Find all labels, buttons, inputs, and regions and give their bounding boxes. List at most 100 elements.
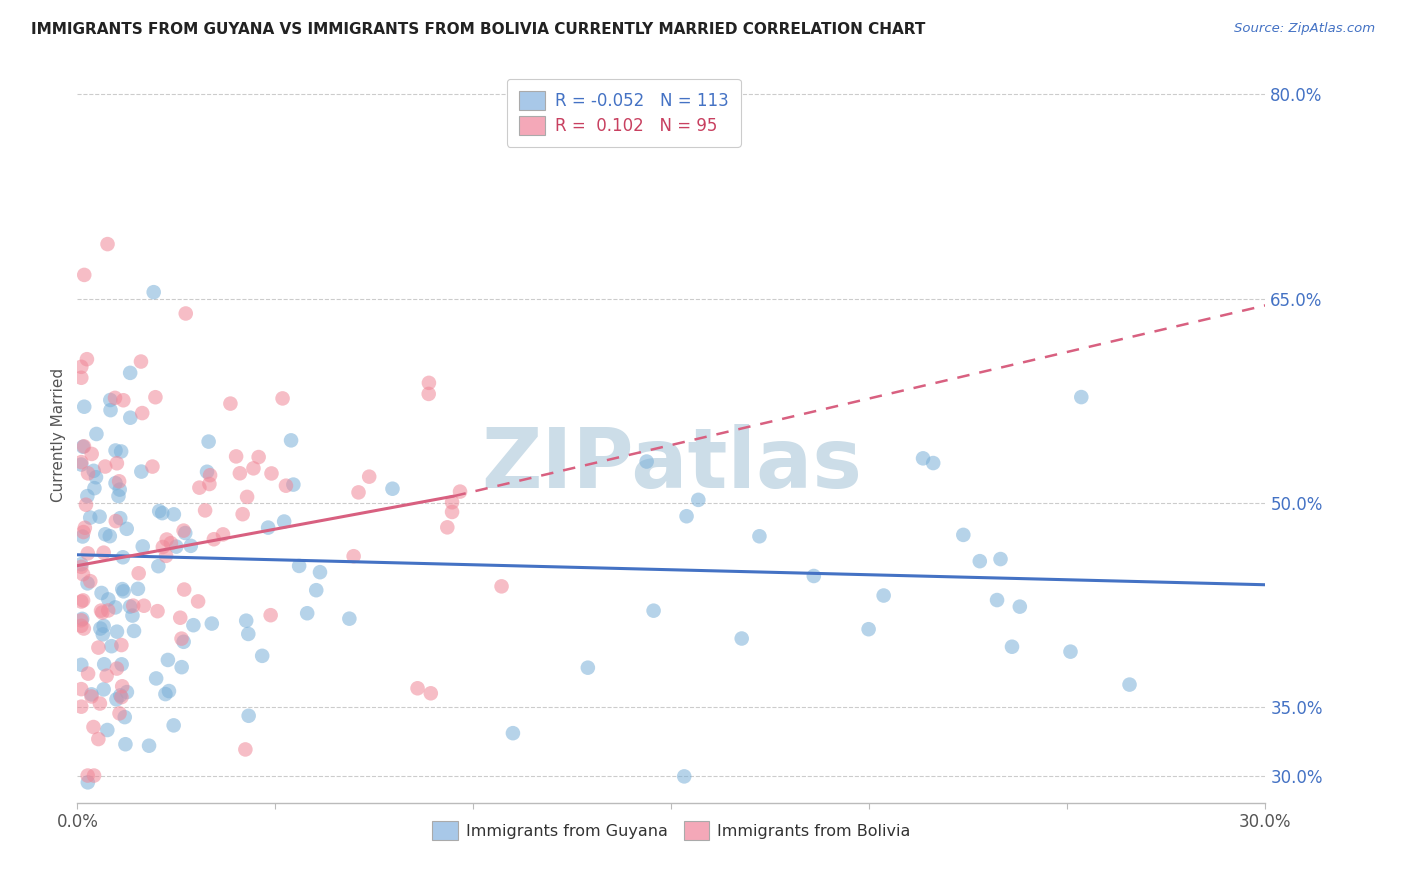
Point: [70, 558, 93, 572]
Point: [173, 635, 195, 649]
Point: [343, 549, 366, 564]
Point: [76, 352, 98, 367]
Point: [83, 464, 105, 478]
Point: [731, 632, 754, 646]
Point: [79, 574, 101, 589]
Point: [152, 540, 174, 554]
Point: [83, 768, 105, 782]
Point: [94, 527, 117, 541]
Point: [80, 690, 103, 704]
Point: [93, 682, 115, 697]
Point: [110, 689, 132, 703]
Point: [858, 622, 880, 636]
Point: [238, 627, 260, 641]
Point: [165, 540, 187, 554]
Point: [337, 612, 360, 626]
Point: [986, 593, 1008, 607]
Point: [250, 648, 273, 663]
Point: [108, 475, 131, 489]
Point: [100, 639, 122, 653]
Point: [73, 622, 96, 636]
Point: [111, 582, 134, 596]
Point: [111, 679, 134, 693]
Point: [235, 742, 257, 756]
Point: [108, 483, 131, 497]
Point: [198, 468, 221, 483]
Point: [110, 511, 132, 525]
Point: [274, 478, 297, 492]
Point: [110, 638, 132, 652]
Point: [132, 540, 155, 554]
Point: [82, 720, 104, 734]
Point: [156, 653, 179, 667]
Point: [80, 447, 103, 461]
Point: [309, 565, 332, 579]
Point: [93, 657, 115, 672]
Point: [219, 396, 242, 410]
Point: [418, 376, 440, 390]
Point: [73, 268, 96, 282]
Point: [141, 459, 163, 474]
Point: [128, 566, 150, 581]
Point: [288, 558, 311, 573]
Point: [235, 614, 257, 628]
Point: [170, 660, 193, 674]
Point: [70, 612, 93, 626]
Point: [91, 627, 114, 641]
Point: [131, 406, 153, 420]
Point: [271, 392, 294, 406]
Point: [96, 669, 118, 683]
Point: [131, 465, 153, 479]
Point: [491, 579, 513, 593]
Point: [449, 484, 471, 499]
Point: [91, 606, 114, 620]
Point: [188, 481, 211, 495]
Point: [145, 672, 167, 686]
Point: [87, 640, 110, 655]
Text: Source: ZipAtlas.com: Source: ZipAtlas.com: [1234, 22, 1375, 36]
Point: [110, 444, 132, 458]
Point: [104, 443, 127, 458]
Point: [112, 393, 135, 408]
Point: [76, 489, 98, 503]
Text: ZIPatlas: ZIPatlas: [481, 424, 862, 505]
Point: [110, 690, 132, 705]
Point: [114, 710, 136, 724]
Point: [194, 503, 217, 517]
Point: [83, 481, 105, 495]
Point: [70, 619, 93, 633]
Point: [98, 529, 121, 543]
Point: [79, 510, 101, 524]
Point: [952, 528, 974, 542]
Point: [72, 440, 94, 454]
Point: [76, 768, 98, 782]
Point: [260, 467, 283, 481]
Point: [148, 504, 170, 518]
Point: [912, 451, 935, 466]
Point: [1001, 640, 1024, 654]
Point: [115, 522, 138, 536]
Point: [225, 450, 247, 464]
Point: [636, 454, 658, 468]
Point: [174, 306, 197, 320]
Point: [89, 622, 111, 636]
Point: [212, 527, 235, 541]
Point: [105, 624, 128, 639]
Point: [70, 559, 93, 574]
Point: [247, 450, 270, 464]
Y-axis label: Currently Married: Currently Married: [51, 368, 66, 502]
Point: [120, 366, 142, 380]
Point: [305, 583, 328, 598]
Point: [236, 490, 259, 504]
Point: [280, 434, 302, 448]
Point: [98, 392, 121, 407]
Point: [169, 611, 191, 625]
Point: [576, 661, 599, 675]
Point: [132, 599, 155, 613]
Point: [163, 718, 186, 732]
Point: [105, 456, 128, 470]
Point: [441, 505, 464, 519]
Point: [72, 529, 94, 543]
Point: [120, 410, 142, 425]
Point: [150, 506, 173, 520]
